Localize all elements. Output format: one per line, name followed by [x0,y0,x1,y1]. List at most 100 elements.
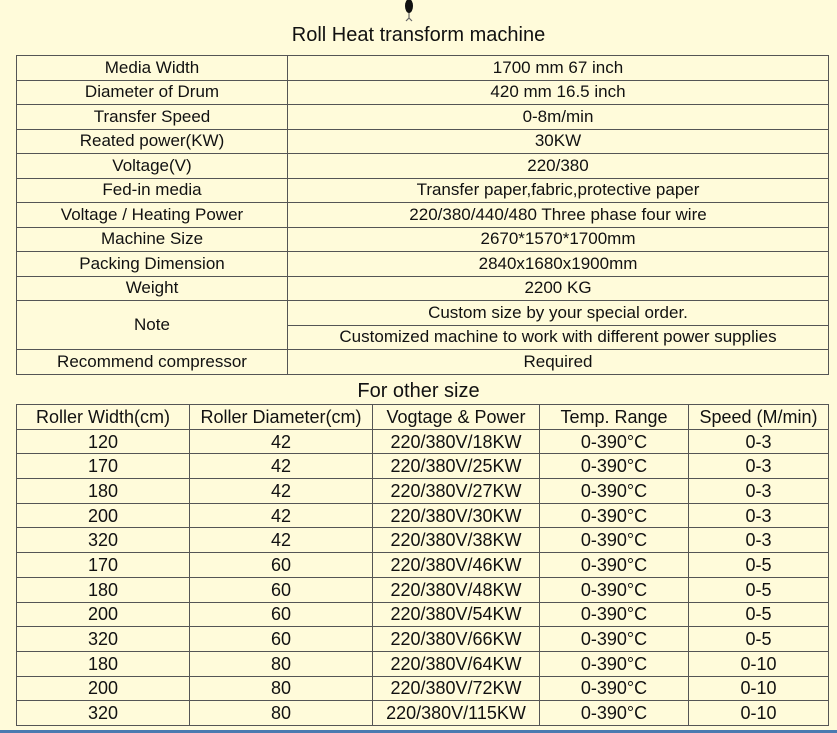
spec-label: Fed-in media [16,177,288,203]
note-row: Note Custom size by your special order. [16,300,829,350]
table-row: 120 42 220/380V/18KW 0-390°C 0-3 [16,428,829,455]
table-cell: 0-10 [688,650,829,677]
spec-label: Packing Dimension [16,251,288,277]
table-cell: 42 [189,478,373,504]
table-cell: 0-10 [688,675,829,702]
table-cell: 220/380V/54KW [372,601,540,628]
table-cell: 0-3 [688,527,829,554]
table-cell: 60 [189,601,373,628]
spec-label: Machine Size [16,226,288,252]
table-row: 320 80 220/380V/115KW 0-390°C 0-10 [16,700,829,726]
table-row: 170 42 220/380V/25KW 0-390°C 0-3 [16,453,829,480]
table-row: 180 42 220/380V/27KW 0-390°C 0-3 [16,478,829,504]
table-cell: 0-3 [688,478,829,504]
spec-table: Media Width 1700 mm 67 inch Diameter of Dr… [16,55,829,375]
spec-row: Reated power(KW) 30KW [16,128,829,154]
table-cell: 0-5 [688,626,829,652]
table-cell: 0-390°C [539,675,689,702]
spec-label: Diameter of Drum [16,79,288,105]
table-cell: 42 [189,453,373,480]
table-row: 320 42 220/380V/38KW 0-390°C 0-3 [16,527,829,554]
spec-value: 2670*1570*1700mm [287,226,829,252]
table-cell: 320 [16,700,190,726]
table-cell: 220/380V/38KW [372,527,540,554]
table-cell: 80 [189,700,373,726]
column-header: Temp. Range [539,404,689,430]
table-row: 170 60 220/380V/46KW 0-390°C 0-5 [16,552,829,578]
table-cell: 0-390°C [539,552,689,578]
table-cell: 0-5 [688,601,829,628]
spec-value: Transfer paper,fabric,protective paper [287,177,829,203]
page-title: Roll Heat transform machine [291,24,546,46]
spec-row: Fed-in media Transfer paper,fabric,protec… [16,177,829,203]
table-cell: 0-390°C [539,650,689,677]
spec-row: Weight 2200 KG [16,275,829,301]
table-cell: 0-390°C [539,502,689,529]
table-cell: 0-390°C [539,478,689,504]
spec-value: Required [287,349,829,375]
spec-value: 220/380/440/480 Three phase four wire [287,202,829,228]
spec-value: 2200 KG [287,275,829,301]
spec-value: 220/380 [287,153,829,179]
compressor-row: Recommend compressor Required [16,349,829,375]
table-cell: 200 [16,502,190,529]
spec-value: 2840x1680x1900mm [287,251,829,277]
spec-value: 420 mm 16.5 inch [287,79,829,105]
table-cell: 0-3 [688,453,829,480]
table-cell: 42 [189,527,373,554]
table-row: 200 42 220/380V/30KW 0-390°C 0-3 [16,502,829,529]
table-cell: 220/380V/72KW [372,675,540,702]
table-cell: 42 [189,428,373,455]
table-cell: 180 [16,576,190,603]
table-cell: 320 [16,527,190,554]
spec-value: 0-8m/min [287,104,829,130]
column-header: Roller Width(cm) [16,404,190,430]
table-cell: 0-390°C [539,428,689,455]
table-cell: 120 [16,428,190,455]
lamp-icon [405,0,413,22]
spec-label: Weight [16,275,288,301]
table-cell: 0-5 [688,552,829,578]
table-cell: 220/380V/46KW [372,552,540,578]
table-cell: 0-5 [688,576,829,603]
spec-row: Machine Size 2670*1570*1700mm [16,226,829,252]
table-cell: 80 [189,650,373,677]
note-label: Note [16,300,288,350]
table-row: 200 80 220/380V/72KW 0-390°C 0-10 [16,675,829,702]
table-cell: 0-3 [688,502,829,529]
table-cell: 180 [16,650,190,677]
table-cell: 42 [189,502,373,529]
table-cell: 180 [16,478,190,504]
table-cell: 60 [189,552,373,578]
spec-label: Voltage(V) [16,153,288,179]
other-size-title: For other size [357,380,480,402]
header-row: Roller Width(cm) Roller Diameter(cm) Vogta… [16,404,829,430]
spec-label: Recommend compressor [16,349,288,375]
table-cell: 220/380V/30KW [372,502,540,529]
table-cell: 200 [16,601,190,628]
table-cell: 0-390°C [539,626,689,652]
table-row: 200 60 220/380V/54KW 0-390°C 0-5 [16,601,829,628]
table-cell: 320 [16,626,190,652]
table-cell: 0-390°C [539,527,689,554]
note-value: Customized machine to work with differen… [287,324,829,350]
spec-row: Transfer Speed 0-8m/min [16,104,829,130]
column-header: Roller Diameter(cm) [189,404,373,430]
table-cell: 60 [189,576,373,603]
spec-value: 1700 mm 67 inch [287,55,829,81]
table-cell: 220/380V/18KW [372,428,540,455]
spec-row: Packing Dimension 2840x1680x1900mm [16,251,829,277]
table-cell: 0-390°C [539,453,689,480]
table-cell: 0-390°C [539,700,689,726]
spec-label: Transfer Speed [16,104,288,130]
table-row: 180 80 220/380V/64KW 0-390°C 0-10 [16,650,829,677]
table-cell: 220/380V/115KW [372,700,540,726]
table-cell: 60 [189,626,373,652]
table-cell: 220/380V/66KW [372,626,540,652]
note-row: Customized machine to work with differen… [17,324,829,350]
spec-row: Media Width 1700 mm 67 inch [16,55,829,81]
table-cell: 220/380V/27KW [372,478,540,504]
spec-row: Diameter of Drum 420 mm 16.5 inch [16,79,829,105]
table-cell: 0-3 [688,428,829,455]
note-value: Custom size by your special order. [287,300,829,326]
